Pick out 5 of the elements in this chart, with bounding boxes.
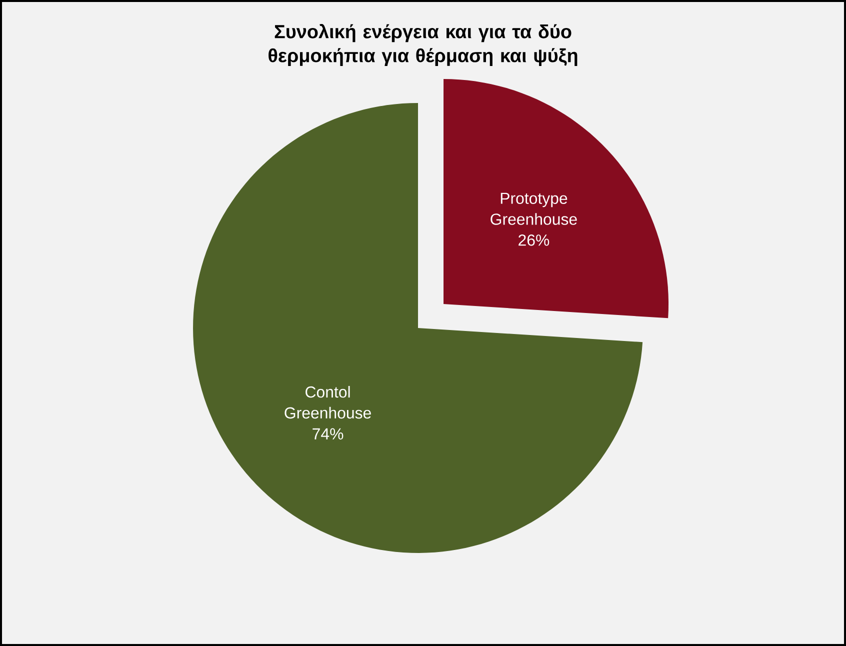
chart-title: Συνολική ενέργεια και για τα δύο θερμοκήπια για θέρμαση και ψύξη (268, 24, 578, 66)
slice-label: Contol Greenhouse (284, 386, 371, 419)
data-label: 26% (518, 234, 550, 246)
data-label: 74% (312, 428, 344, 440)
slice-label: Prototype Greenhouse (490, 192, 577, 225)
